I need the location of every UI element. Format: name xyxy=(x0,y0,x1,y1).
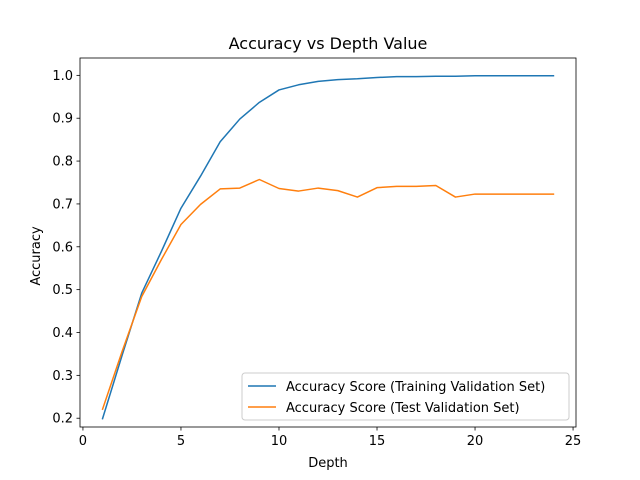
chart-title: Accuracy vs Depth Value xyxy=(229,34,428,53)
y-tick-label: 0.3 xyxy=(52,369,73,384)
x-axis-label: Depth xyxy=(308,456,348,471)
legend-label-1: Accuracy Score (Training Validation Set) xyxy=(286,380,545,395)
legend-box xyxy=(241,372,570,421)
y-tick-label: 0.6 xyxy=(52,240,73,255)
y-tick-label: 1.0 xyxy=(52,69,73,84)
y-tick-label: 0.5 xyxy=(52,283,73,298)
plot-area: 0 5 10 15 20 25 0.2 0.3 0.4 0.5 0.6 0.7 0.8 0.9 1.0 xyxy=(52,57,582,449)
series-line-1 xyxy=(101,75,555,420)
y-tick-label: 0.9 xyxy=(52,112,73,127)
x-tick-label: 25 xyxy=(565,434,582,449)
legend: Accuracy Score (Training Validation Set)… xyxy=(241,372,570,421)
y-tick-label: 0.8 xyxy=(52,155,73,170)
legend-label-2: Accuracy Score (Test Validation Set) xyxy=(286,401,520,416)
series-line-2 xyxy=(101,178,555,411)
y-tick-label: 0.4 xyxy=(52,326,73,341)
x-tick-label: 0 xyxy=(79,434,87,449)
y-axis-label: Accuracy xyxy=(29,226,44,286)
x-tick-label: 15 xyxy=(369,434,386,449)
x-tick-label: 5 xyxy=(177,434,185,449)
y-tick-label: 0.7 xyxy=(52,197,73,212)
x-tick-label: 20 xyxy=(467,434,484,449)
x-tick-label: 10 xyxy=(271,434,288,449)
y-tick-label: 0.2 xyxy=(52,412,73,427)
axes-frame xyxy=(79,57,577,428)
